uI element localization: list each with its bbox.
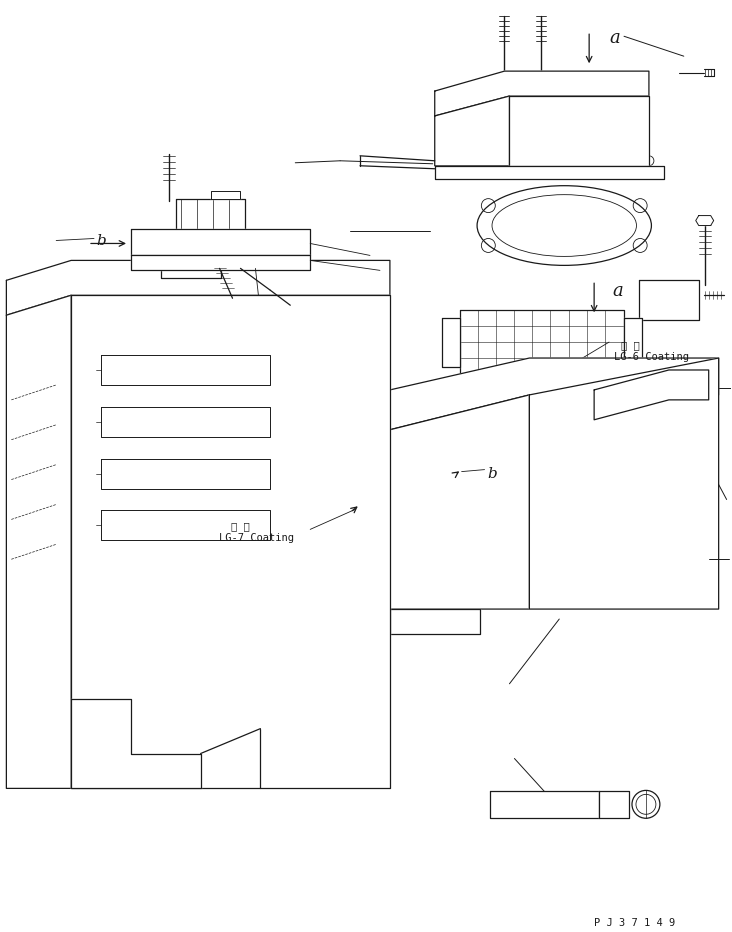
Ellipse shape — [163, 253, 218, 272]
Text: a: a — [612, 282, 623, 300]
Polygon shape — [509, 96, 649, 166]
Polygon shape — [101, 459, 270, 488]
Polygon shape — [131, 255, 310, 270]
Polygon shape — [624, 318, 642, 367]
Text: b: b — [488, 467, 497, 481]
Polygon shape — [529, 358, 719, 610]
Text: b: b — [96, 234, 106, 248]
Polygon shape — [390, 610, 479, 634]
Ellipse shape — [460, 478, 485, 511]
Ellipse shape — [632, 790, 660, 818]
Polygon shape — [7, 260, 390, 315]
Text: LG-6 Coating: LG-6 Coating — [614, 352, 689, 362]
Polygon shape — [460, 310, 624, 375]
Polygon shape — [101, 511, 270, 541]
Polygon shape — [101, 407, 270, 437]
Polygon shape — [7, 295, 71, 788]
Text: 塗 布: 塗 布 — [231, 521, 250, 531]
Polygon shape — [594, 370, 709, 419]
Polygon shape — [435, 71, 649, 116]
Polygon shape — [441, 318, 460, 367]
Polygon shape — [490, 791, 599, 818]
Polygon shape — [71, 295, 390, 788]
Text: a: a — [609, 29, 620, 48]
Ellipse shape — [403, 478, 427, 511]
Polygon shape — [639, 281, 699, 321]
Ellipse shape — [547, 103, 611, 158]
Polygon shape — [599, 791, 629, 818]
Text: 塗 布: 塗 布 — [621, 340, 640, 350]
Polygon shape — [695, 215, 714, 226]
Polygon shape — [176, 199, 245, 230]
Text: LG-7 Coating: LG-7 Coating — [219, 533, 294, 543]
Ellipse shape — [490, 478, 513, 511]
Ellipse shape — [432, 478, 455, 511]
Polygon shape — [390, 395, 529, 610]
Polygon shape — [435, 96, 509, 166]
Text: P J 3 7 1 4 9: P J 3 7 1 4 9 — [594, 918, 676, 928]
Polygon shape — [161, 261, 220, 279]
Polygon shape — [71, 699, 201, 788]
Ellipse shape — [477, 185, 651, 266]
Polygon shape — [101, 355, 270, 385]
Ellipse shape — [12, 570, 64, 648]
Polygon shape — [390, 358, 719, 430]
Polygon shape — [131, 228, 310, 255]
Polygon shape — [211, 191, 241, 199]
Polygon shape — [435, 166, 664, 179]
